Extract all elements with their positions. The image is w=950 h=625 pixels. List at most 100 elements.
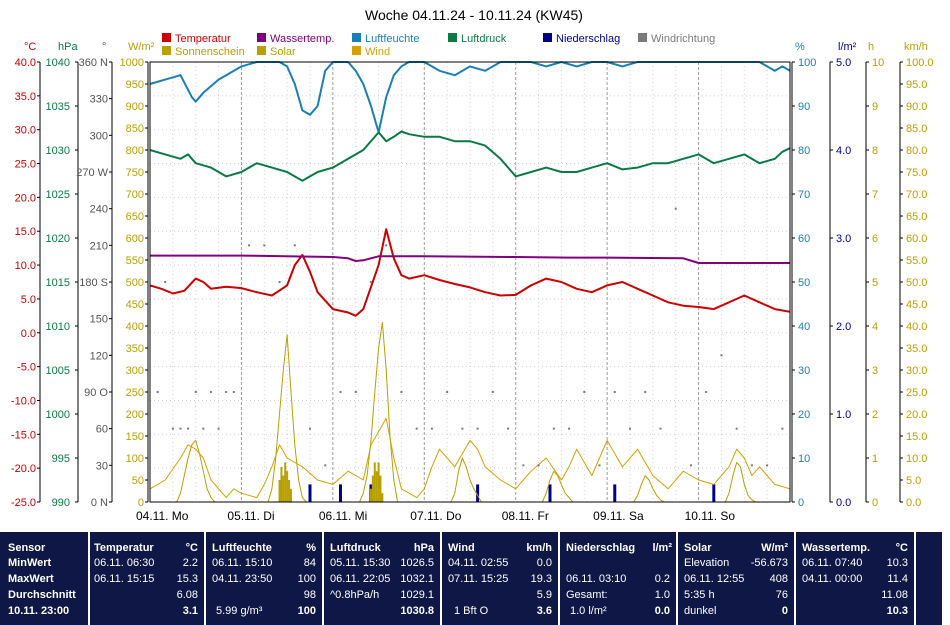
rain-current-value: 0.0 (654, 605, 670, 617)
sun-tick-label: 1 (872, 453, 878, 465)
pressure-trend: ^0.8hPa/h (330, 589, 380, 601)
windrichtung-point (491, 391, 494, 393)
windrichtung-point (781, 427, 784, 430)
sonnenschein-bar (371, 475, 374, 502)
legend-swatch (257, 33, 266, 42)
sun-tick-label: 6 (872, 233, 878, 245)
pressure-tick-label: 1035 (46, 101, 70, 113)
humidity-tick-label: 90 (798, 101, 810, 113)
rain-max-value: 0.2 (654, 573, 670, 585)
luftdruck-line (149, 130, 791, 182)
humidity-tick-label: 40 (798, 321, 810, 333)
windrichtung-point (339, 391, 342, 393)
pressure-tick-label: 1025 (46, 189, 70, 201)
humidity-tick-label: 30 (798, 365, 810, 377)
legend-label: Luftfeuchte (365, 33, 419, 45)
windrichtung-point (537, 464, 540, 467)
pressure-tick-label: 990 (52, 497, 70, 509)
x-axis-day-labels: 04.11. Mo 05.11. Di 06.11. Mi 07.11. Do 08.1… (136, 509, 735, 523)
legend-swatch (162, 33, 171, 42)
stats-pressure-panel: Luftdruck hPa 05.11. 15:30 1026.5 06.11. 2… (324, 532, 440, 625)
winddir-tick-label: 330 (90, 94, 108, 106)
windrichtung-point (309, 427, 311, 430)
winddir-tick-label: 60 (96, 424, 108, 436)
winddir-tick-label: 120 (90, 350, 108, 362)
wind-unit: km/h (526, 542, 552, 554)
day-label: 09.11. Sa (593, 509, 644, 523)
stats-spacer-panel (916, 532, 942, 625)
humidity-max-time: 04.11. 23:50 (212, 573, 273, 585)
rain-tick-label: 1.0 (836, 409, 851, 421)
wind-tick-label: 65.0 (906, 211, 927, 223)
chart-series (149, 61, 791, 503)
wind-tick-label: 90.0 (906, 101, 927, 113)
wind-max-value: 19.3 (530, 573, 552, 585)
wind-tick-label: 5.0 (906, 475, 921, 487)
stats-rain-panel: Niederschlag l/m² 06.11. 03:10 0.2 Gesamt:… (560, 532, 676, 625)
windrichtung-point (179, 427, 182, 430)
water-min-value: 10.3 (886, 557, 908, 569)
wind-min-time: 04.11. 02:55 (448, 557, 509, 569)
day-label: 08.11. Fr (502, 509, 549, 523)
windrichtung-point (385, 244, 388, 247)
windrichtung-point (248, 244, 251, 247)
rain-tick-label: 3.0 (836, 233, 851, 245)
windrichtung-point (293, 244, 296, 247)
windrichtung-point (568, 427, 571, 430)
temp-title: Temperatur (94, 542, 154, 554)
pressure-avg-value: 1029.1 (400, 589, 434, 601)
sonnenschein-bar (278, 480, 281, 502)
legend-swatch (638, 33, 647, 42)
wind-tick-label: 40.0 (906, 321, 927, 333)
windrichtung-point (629, 427, 631, 430)
solar-tick-label: 500 (126, 277, 144, 289)
temp-tick-label: -15.0 (11, 429, 36, 441)
humidity-tick-label: 100 (798, 57, 816, 69)
sonnenschein-bar (289, 488, 292, 502)
pressure-tick-label: 1015 (46, 277, 70, 289)
sun-tick-label: 0 (872, 497, 878, 509)
pressure-current-value: 1030.8 (400, 605, 434, 617)
sonnenschein-bar (375, 471, 378, 502)
plot-frame (149, 61, 791, 503)
humidity-tick-label: 20 (798, 409, 810, 421)
pressure-unit: hPa (413, 542, 434, 554)
day-label: 05.11. Di (227, 509, 274, 523)
temp-tick-label: 40.0 (15, 57, 36, 69)
windrichtung-point (720, 354, 723, 357)
sun-tick-label: 10 (872, 57, 884, 69)
rain-unit: l/m² (652, 542, 672, 554)
rain-tick-label: 2.0 (836, 321, 851, 333)
legend-swatch (543, 33, 552, 42)
temp-min-time: 06.11. 06:30 (94, 557, 155, 569)
water-min-time: 06.11. 07:40 (802, 557, 863, 569)
wind-tick-label: 60.0 (906, 233, 927, 245)
wind-tick-label: 80.0 (906, 145, 927, 157)
temp-tick-label: 30.0 (15, 125, 36, 137)
humidity-tick-label: 80 (798, 145, 810, 157)
wind-tick-label: 45.0 (906, 299, 927, 311)
windrichtung-point (583, 391, 586, 393)
sonnenschein-bar (280, 466, 283, 502)
windrichtung-point (194, 391, 197, 393)
sonnenschein-bar (369, 488, 372, 502)
winddir-tick-label: 0 N (91, 497, 108, 509)
stats-humidity-panel: Luftfeuchte% 06.11. 15:10 84 04.11. 23:50… (206, 532, 322, 625)
wind-tick-label: 15.0 (906, 431, 927, 443)
solar-unit-label: W/m² (128, 41, 155, 53)
legend-label: Wassertemp. (270, 33, 334, 45)
legend-swatch (257, 46, 266, 55)
row-label-min: MinWert (8, 557, 52, 569)
solar-tick-label: 650 (126, 211, 144, 223)
windrichtung-point (644, 391, 647, 393)
windrichtung-point (164, 281, 167, 283)
legend-swatch (352, 33, 361, 42)
solar-tick-label: 300 (126, 365, 144, 377)
wind-tick-label: 100.0 (906, 57, 934, 69)
windrichtung-point (476, 427, 479, 430)
sunshine-value: 76 (775, 589, 788, 601)
rain-total-label: Gesamt: (566, 589, 608, 601)
sonnenschein-bar (377, 462, 380, 502)
wind-tick-label: 20.0 (906, 409, 927, 421)
humidity-min-time: 06.11. 15:10 (212, 557, 273, 569)
